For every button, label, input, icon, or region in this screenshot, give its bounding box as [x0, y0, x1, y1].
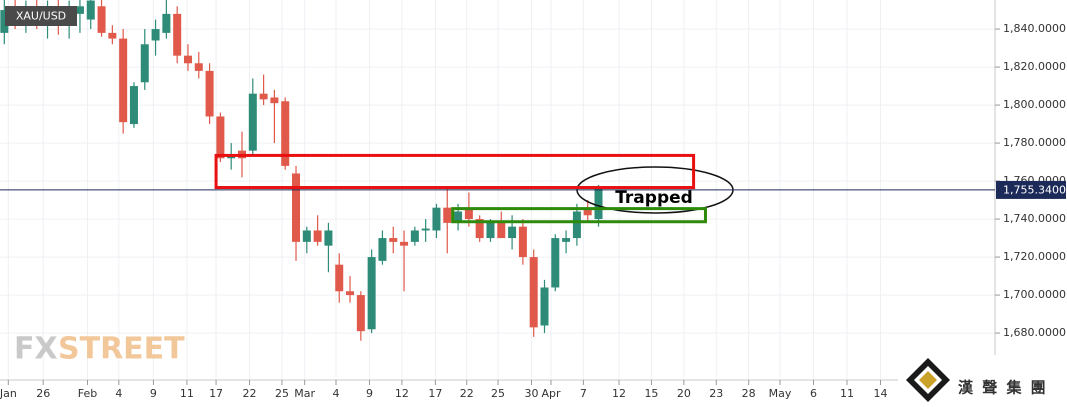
candle-body — [86, 0, 95, 20]
x-tick-label: May — [769, 387, 792, 400]
candle-body — [162, 13, 171, 33]
last-price-box — [996, 180, 1066, 199]
candle-body — [410, 230, 419, 242]
x-tick-label: 20 — [677, 387, 691, 400]
candle-body — [572, 211, 581, 239]
annotation-text: Trapped — [615, 188, 693, 208]
candle-body — [475, 219, 484, 239]
candle-body — [248, 93, 257, 151]
x-tick-label: Jan — [0, 387, 17, 400]
x-tick-label: 9 — [150, 387, 157, 400]
symbol-box — [5, 6, 77, 26]
x-tick-label: 25 — [275, 387, 289, 400]
logo-text: 漢 聲 集 團 — [958, 379, 1048, 397]
candle-body — [583, 207, 592, 216]
candle-body — [518, 226, 527, 258]
candle-body — [562, 238, 571, 242]
candle-body — [151, 29, 160, 41]
x-tick-label: 23 — [709, 387, 723, 400]
candle-body — [540, 287, 549, 326]
x-tick-label: 25 — [491, 387, 505, 400]
candle-body — [335, 264, 344, 292]
highlight-zone — [451, 207, 707, 224]
x-tick-label: 11 — [840, 387, 854, 400]
candle-body — [443, 207, 452, 223]
y-tick-label: 1,740.0000 — [1003, 212, 1066, 225]
candle-body — [75, 6, 84, 14]
candle-body — [464, 207, 473, 220]
candle-body — [129, 86, 138, 125]
candle-body — [216, 116, 225, 159]
x-tick-label: 12 — [395, 387, 409, 400]
candle-body — [551, 238, 560, 288]
candle-body — [183, 55, 192, 64]
candle-body — [529, 257, 538, 328]
x-tick-label: Apr — [541, 387, 561, 400]
candle-body — [594, 188, 603, 220]
candle-body — [508, 226, 517, 239]
candle-body — [378, 238, 387, 261]
candle-body — [140, 44, 149, 83]
candle-body — [292, 173, 301, 242]
y-tick-label: 1,820.0000 — [1003, 60, 1066, 73]
x-tick-label: 26 — [36, 387, 50, 400]
x-tick-label: 22 — [243, 387, 257, 400]
candle-body — [324, 230, 333, 246]
x-tick-label: 17 — [209, 387, 223, 400]
x-tick-label: 30 — [525, 387, 539, 400]
candle-body — [432, 207, 441, 231]
candle-body — [270, 97, 279, 104]
candle-body — [173, 13, 182, 56]
logo-icon — [906, 358, 950, 402]
y-tick-label: 1,780.0000 — [1003, 136, 1066, 149]
x-tick-label: 12 — [612, 387, 626, 400]
plot-area — [0, 0, 603, 341]
candle-body — [454, 211, 463, 223]
candle-body — [302, 230, 311, 242]
x-tick-label: Mar — [294, 387, 315, 400]
y-tick-label: 1,700.0000 — [1003, 288, 1066, 301]
candle-body — [194, 63, 203, 71]
y-tick-label: 1,800.0000 — [1003, 98, 1066, 111]
candle-body — [205, 70, 214, 117]
highlight-zone — [214, 153, 696, 190]
candle-body — [346, 291, 355, 296]
symbol-label: XAU/USD — [16, 10, 66, 23]
candle-body — [259, 93, 268, 100]
x-tick-label: 6 — [810, 387, 817, 400]
candle-body — [281, 101, 290, 166]
candle-body — [486, 222, 495, 239]
x-tick-label: Feb — [78, 387, 97, 400]
candle-body — [313, 230, 322, 242]
axes: 1,680.0000 1,700.0000 1,720.0000 1,740.0000… — [0, 22, 1066, 400]
y-tick-label: 1,840.0000 — [1003, 22, 1066, 35]
candle-body — [119, 38, 128, 123]
x-tick-label: 4 — [115, 387, 122, 400]
candle-body — [367, 257, 376, 330]
x-tick-label: 9 — [366, 387, 373, 400]
last-price-label: 1,755.3400 — [1003, 183, 1066, 196]
candle-body — [400, 241, 409, 246]
candle-body — [356, 295, 365, 332]
x-tick-label: 14 — [873, 387, 887, 400]
x-tick-label: 17 — [428, 387, 442, 400]
y-tick-label: 1,680.0000 — [1003, 326, 1066, 339]
candle-body — [97, 6, 106, 33]
x-tick-label: 11 — [180, 387, 194, 400]
x-tick-label: 15 — [644, 387, 658, 400]
candle-body — [108, 32, 117, 39]
y-tick-label: 1,720.0000 — [1003, 250, 1066, 263]
candle-body — [0, 10, 9, 33]
x-tick-label: 7 — [580, 387, 587, 400]
candle-body — [389, 238, 398, 242]
candle-body — [421, 228, 430, 231]
watermark-fx: FX — [14, 332, 58, 367]
x-tick-label: 28 — [742, 387, 756, 400]
watermark-street: STREET — [58, 332, 185, 367]
candle-body — [497, 222, 506, 239]
x-tick-label: 4 — [332, 387, 339, 400]
x-tick-label: 22 — [460, 387, 474, 400]
